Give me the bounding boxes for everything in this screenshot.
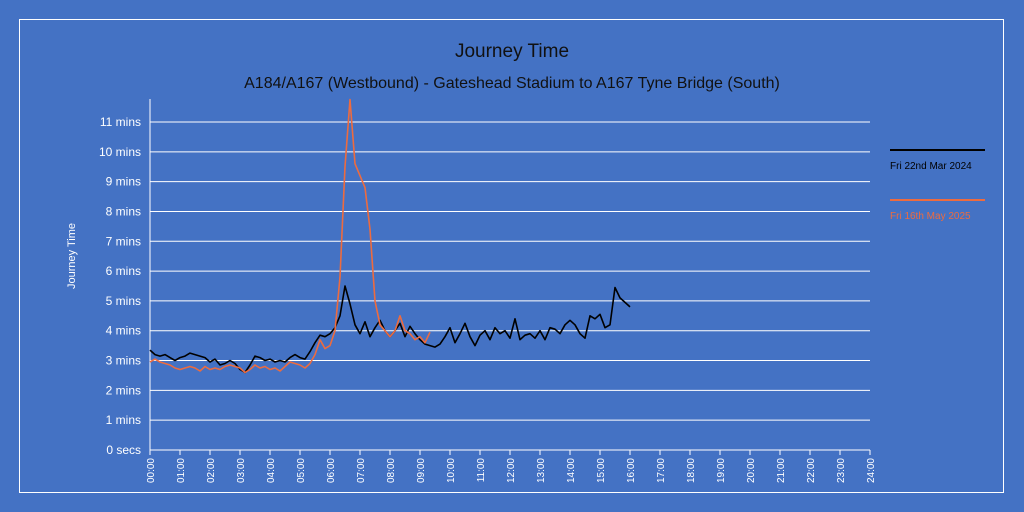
x-tick-label: 03:00	[236, 458, 247, 483]
y-tick-label: 11 mins	[100, 115, 141, 129]
x-tick-label: 17:00	[656, 458, 667, 483]
x-tick-label: 23:00	[836, 458, 847, 483]
x-tick-label: 24:00	[866, 458, 877, 483]
series-line-2	[149, 98, 431, 374]
x-tick-labels: 00:00 01:00 02:00 03:00 04:00 05:00 06:00 07:00…	[146, 458, 877, 483]
x-tick-label: 06:00	[326, 458, 337, 483]
legend-label-1: Fri 22nd Mar 2024	[890, 161, 972, 172]
series-lines	[149, 98, 631, 374]
series-line-1	[149, 285, 631, 374]
gridlines	[150, 121, 870, 421]
x-tick-label: 15:00	[596, 458, 607, 483]
x-tick-label: 10:00	[446, 458, 457, 483]
x-tick-label: 19:00	[716, 458, 727, 483]
y-tick-labels: 0 secs 1 mins 2 mins 3 mins 4 mins 5 mins 6 mi…	[99, 115, 141, 457]
x-tick-label: 11:00	[476, 458, 487, 483]
chart-subtitle: A184/A167 (Westbound) - Gateshead Stadiu…	[244, 75, 780, 92]
chart-frame	[19, 19, 1004, 493]
x-tick-label: 21:00	[776, 458, 787, 483]
x-tick-label: 08:00	[386, 458, 397, 483]
legend: Fri 22nd Mar 2024 Fri 16th May 2025	[890, 149, 985, 222]
x-tick-label: 01:00	[176, 458, 187, 483]
y-tick-label: 5 mins	[106, 294, 141, 308]
x-tick-label: 07:00	[356, 458, 367, 483]
x-tick-label: 22:00	[806, 458, 817, 483]
y-tick-label: 8 mins	[106, 204, 141, 218]
chart-title: Journey Time	[454, 41, 570, 62]
y-tick-label: 10 mins	[99, 145, 141, 159]
x-tick-label: 12:00	[506, 458, 517, 483]
y-tick-label: 7 mins	[106, 234, 141, 248]
x-tick-label: 20:00	[746, 458, 757, 483]
y-tick-label: 4 mins	[106, 324, 141, 338]
x-tick-label: 18:00	[686, 458, 697, 483]
y-tick-label: 2 mins	[106, 383, 141, 397]
x-tick-label: 00:00	[146, 458, 157, 483]
x-tick-label: 09:00	[416, 458, 427, 483]
axes	[149, 99, 871, 455]
x-tick-label: 13:00	[536, 458, 547, 483]
x-tick-label: 05:00	[296, 458, 307, 483]
x-tick-label: 16:00	[626, 458, 637, 483]
y-tick-label: 3 mins	[106, 354, 141, 368]
x-tick-label: 14:00	[566, 458, 577, 483]
legend-label-2: Fri 16th May 2025	[890, 211, 971, 222]
y-tick-label: 1 mins	[106, 413, 141, 427]
y-tick-label: 0 secs	[106, 443, 141, 457]
x-tick-label: 02:00	[206, 458, 217, 483]
y-tick-label: 9 mins	[106, 175, 141, 189]
y-tick-label: 6 mins	[106, 264, 141, 278]
x-tick-label: 04:00	[266, 458, 277, 483]
